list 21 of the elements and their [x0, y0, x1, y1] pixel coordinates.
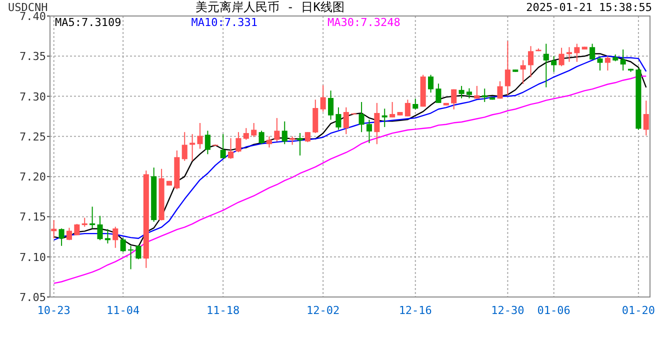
- x-tick-label: 01-20: [622, 304, 656, 317]
- text: 2025-01-21 15:38:55: [526, 1, 652, 14]
- text: MA10:7.331: [191, 16, 258, 29]
- y-tick-label: 7.10: [20, 250, 46, 264]
- y-tick-label: 7.35: [20, 50, 46, 64]
- x-tick-label: 12-30: [491, 304, 524, 317]
- y-tick-label: 7.05: [20, 291, 46, 304]
- x-tick-label: 01-06: [537, 304, 570, 317]
- chart-title: 美元离岸人民币 - 日K线图: [196, 0, 344, 14]
- y-tick-label: 7.40: [20, 10, 46, 23]
- y-tick-label: 7.30: [20, 90, 46, 104]
- y-tick-label: 7.25: [20, 130, 46, 144]
- x-tick-label: 12-16: [398, 304, 432, 317]
- x-tick-label: 10-23: [37, 304, 70, 317]
- text: MA30:7.3248: [327, 16, 400, 29]
- x-tick-label: 11-18: [206, 304, 240, 317]
- y-tick-label: 7.15: [20, 210, 46, 224]
- x-tick-label: 11-04: [106, 304, 140, 317]
- text: MA5:7.3109: [55, 16, 122, 29]
- x-tick-label: 12-02: [306, 304, 340, 317]
- y-tick-label: 7.20: [20, 170, 46, 184]
